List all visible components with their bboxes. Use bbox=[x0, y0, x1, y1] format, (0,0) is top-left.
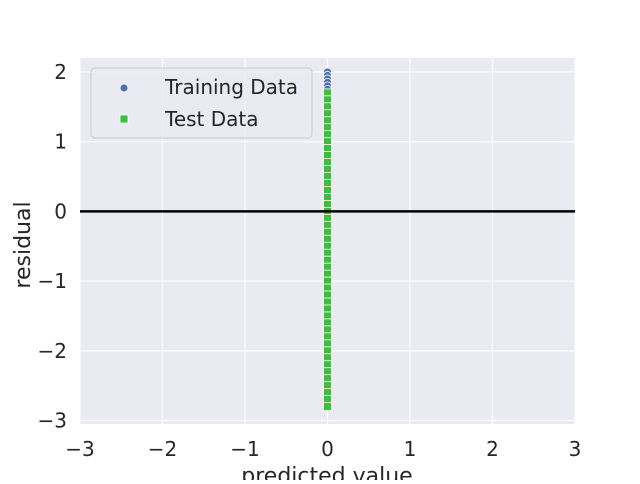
test-data-point bbox=[323, 402, 332, 411]
y-axis-label: residual bbox=[11, 201, 36, 288]
y-axis-ticks: −3 −2 −1 0 1 2 bbox=[38, 60, 67, 433]
x-axis-label: predicted value bbox=[241, 464, 412, 480]
x-tick-label: 2 bbox=[486, 437, 499, 461]
legend-label-test: Test Data bbox=[164, 107, 259, 131]
y-tick-label: −2 bbox=[38, 339, 67, 363]
x-tick-label: 3 bbox=[569, 437, 582, 461]
x-tick-label: −3 bbox=[65, 437, 94, 461]
x-tick-label: −1 bbox=[230, 437, 259, 461]
data-points bbox=[323, 67, 332, 411]
legend-marker-training bbox=[119, 83, 129, 93]
y-tick-label: 0 bbox=[54, 199, 67, 223]
legend-label-training: Training Data bbox=[164, 75, 298, 99]
legend: Training Data Test Data bbox=[90, 67, 313, 139]
x-tick-label: −2 bbox=[148, 437, 177, 461]
y-tick-label: −1 bbox=[38, 269, 67, 293]
x-tick-label: 1 bbox=[404, 437, 417, 461]
y-tick-label: −3 bbox=[38, 409, 67, 433]
x-tick-label: 0 bbox=[321, 437, 334, 461]
y-tick-label: 2 bbox=[54, 60, 67, 84]
y-tick-label: 1 bbox=[54, 130, 67, 154]
x-axis-ticks: −3 −2 −1 0 1 2 3 bbox=[65, 437, 581, 461]
legend-marker-test bbox=[119, 114, 129, 124]
legend-box bbox=[90, 67, 313, 139]
